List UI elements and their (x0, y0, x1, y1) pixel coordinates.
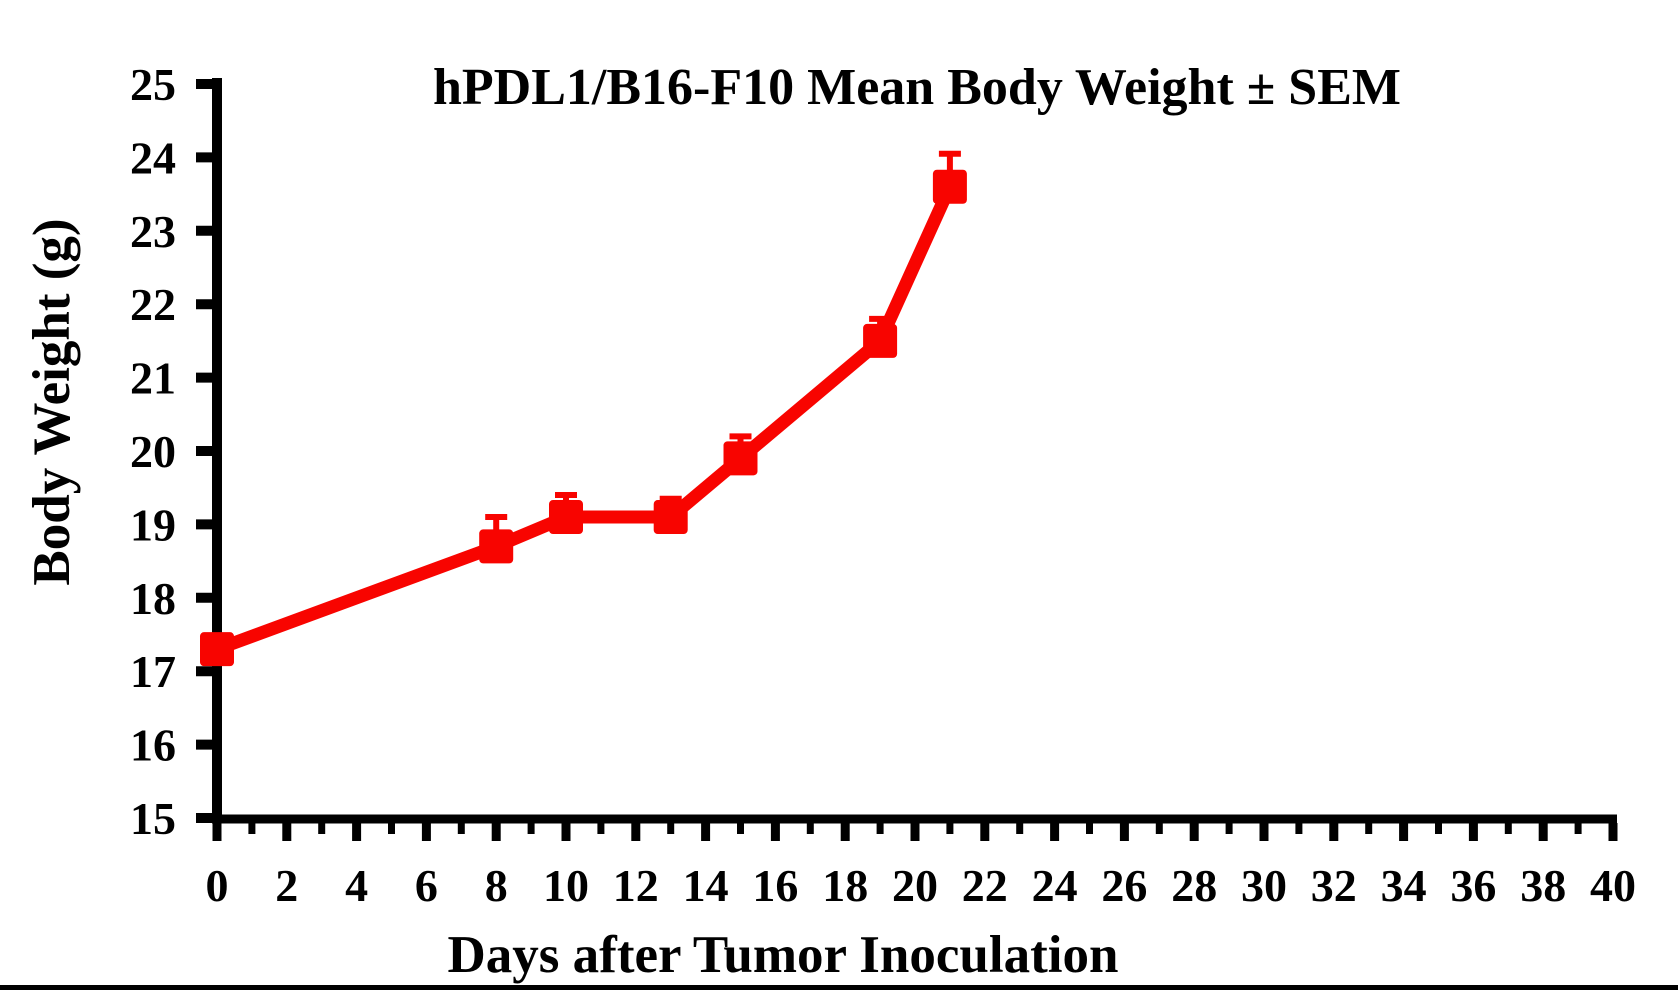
x-tick-label: 34 (1381, 860, 1427, 911)
y-tick-label: 18 (130, 573, 176, 624)
x-tick-label: 0 (206, 860, 229, 911)
x-tick-label: 40 (1590, 860, 1636, 911)
x-tick-label: 28 (1171, 860, 1217, 911)
x-tick-label: 20 (892, 860, 938, 911)
x-tick-label: 4 (345, 860, 368, 911)
y-tick-label: 16 (130, 720, 176, 771)
x-tick-label: 36 (1450, 860, 1496, 911)
series-line (214, 184, 956, 656)
data-point-marker (863, 323, 898, 358)
data-point-marker (549, 500, 583, 535)
y-axis-label: Body Weight (g) (23, 218, 81, 586)
y-tick-label: 15 (130, 793, 176, 844)
x-tick-label: 16 (752, 860, 798, 911)
x-tick-label: 22 (962, 860, 1008, 911)
x-tick-label: 38 (1520, 860, 1566, 911)
x-tick-label: 30 (1241, 860, 1287, 911)
bottom-divider-line (0, 985, 1678, 990)
data-point-marker (932, 169, 967, 204)
data-point-marker (200, 632, 234, 667)
x-tick-label: 24 (1032, 860, 1078, 911)
y-tick-label: 22 (130, 279, 176, 330)
x-tick-label: 32 (1311, 860, 1357, 911)
x-tick-label: 26 (1101, 860, 1147, 911)
x-tick-label: 2 (275, 860, 298, 911)
x-tick-label: 14 (683, 860, 729, 911)
data-point-marker (723, 441, 758, 476)
y-tick-label: 20 (130, 426, 176, 477)
y-tick-label: 25 (130, 59, 176, 110)
y-tick-label: 21 (130, 353, 176, 404)
y-tick-label: 19 (130, 499, 176, 550)
x-tick-label: 8 (485, 860, 508, 911)
x-axis-label: Days after Tumor Inoculation (447, 926, 1119, 984)
y-tick-label: 24 (130, 132, 176, 183)
x-tick-label: 18 (822, 860, 868, 911)
data-point-marker (653, 500, 688, 535)
x-tick-label: 6 (415, 860, 438, 911)
chart-title: hPDL1/B16-F10 Mean Body Weight ± SEM (433, 59, 1401, 116)
y-tick-label: 17 (130, 646, 176, 697)
y-tick-label: 23 (130, 206, 176, 257)
data-point-marker (479, 529, 514, 564)
x-tick-label: 10 (543, 860, 589, 911)
x-tick-label: 12 (613, 860, 659, 911)
